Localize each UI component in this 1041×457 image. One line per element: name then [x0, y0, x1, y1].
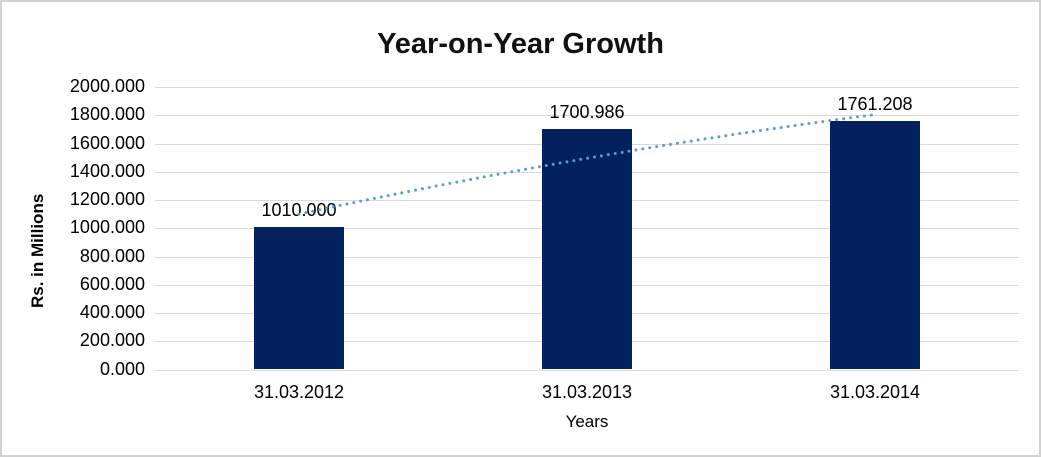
bar-value-label: 1010.000 [261, 199, 337, 220]
gridline [155, 115, 1019, 117]
y-tick-label: 200.000 [79, 330, 145, 351]
x-tick-label: 31.03.2012 [253, 382, 345, 402]
y-tick-label: 1800.000 [69, 104, 145, 125]
y-tick-label: 0.000 [99, 358, 145, 379]
y-tick-label: 1400.000 [69, 160, 145, 181]
y-tick-label: 800.000 [79, 245, 145, 266]
y-tick-label: 600.000 [79, 273, 145, 294]
gridline [155, 87, 1019, 88]
trendline [297, 113, 877, 216]
y-tick-label: 1000.000 [69, 217, 145, 238]
chart-title: Year-on-Year Growth [377, 28, 664, 60]
bar [830, 120, 920, 370]
y-tick-label: 2000.000 [69, 76, 145, 96]
bar [254, 226, 344, 370]
x-axis-title: Years [565, 412, 609, 431]
bar-value-label: 1700.986 [549, 102, 625, 123]
y-tick-label: 1600.000 [69, 132, 145, 153]
x-tick-label: 31.03.2014 [829, 382, 921, 402]
bar-value-label: 1761.208 [837, 93, 913, 114]
y-tick-label: 400.000 [79, 302, 145, 322]
y-tick-label: 1200.000 [69, 189, 145, 209]
x-tick-label: 31.03.2013 [541, 382, 633, 402]
bar [542, 129, 632, 370]
gridline [155, 369, 1019, 371]
